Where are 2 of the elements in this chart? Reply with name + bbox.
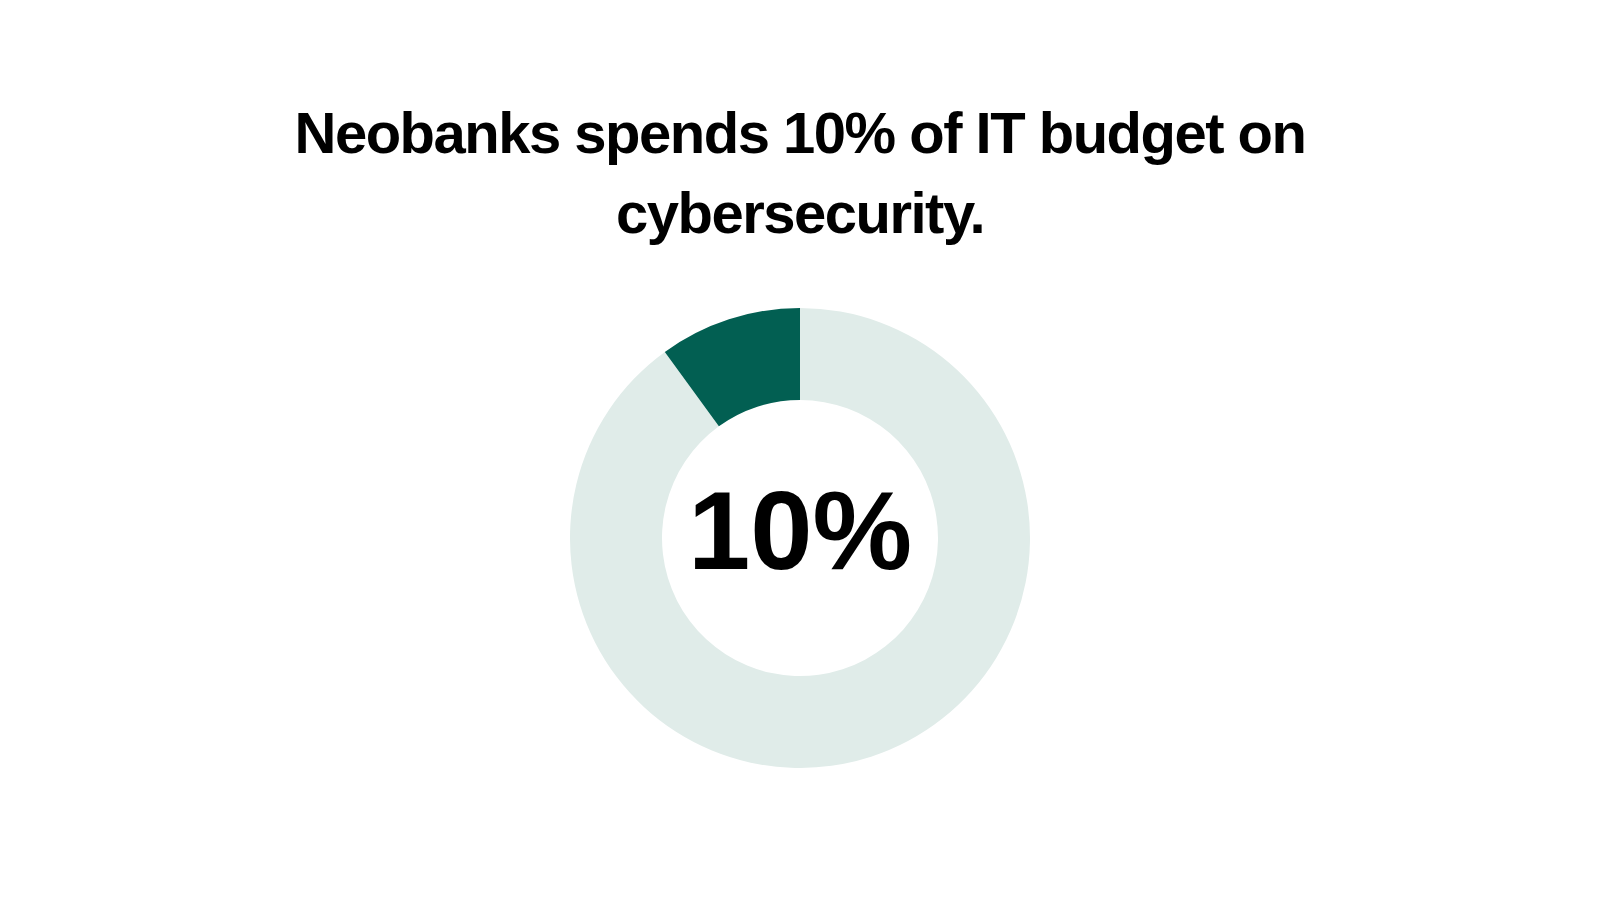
data-label: 10% [687,467,913,593]
chart-title: Neobanks spends 10% of IT budget on cybersecurity. [293,99,1307,247]
